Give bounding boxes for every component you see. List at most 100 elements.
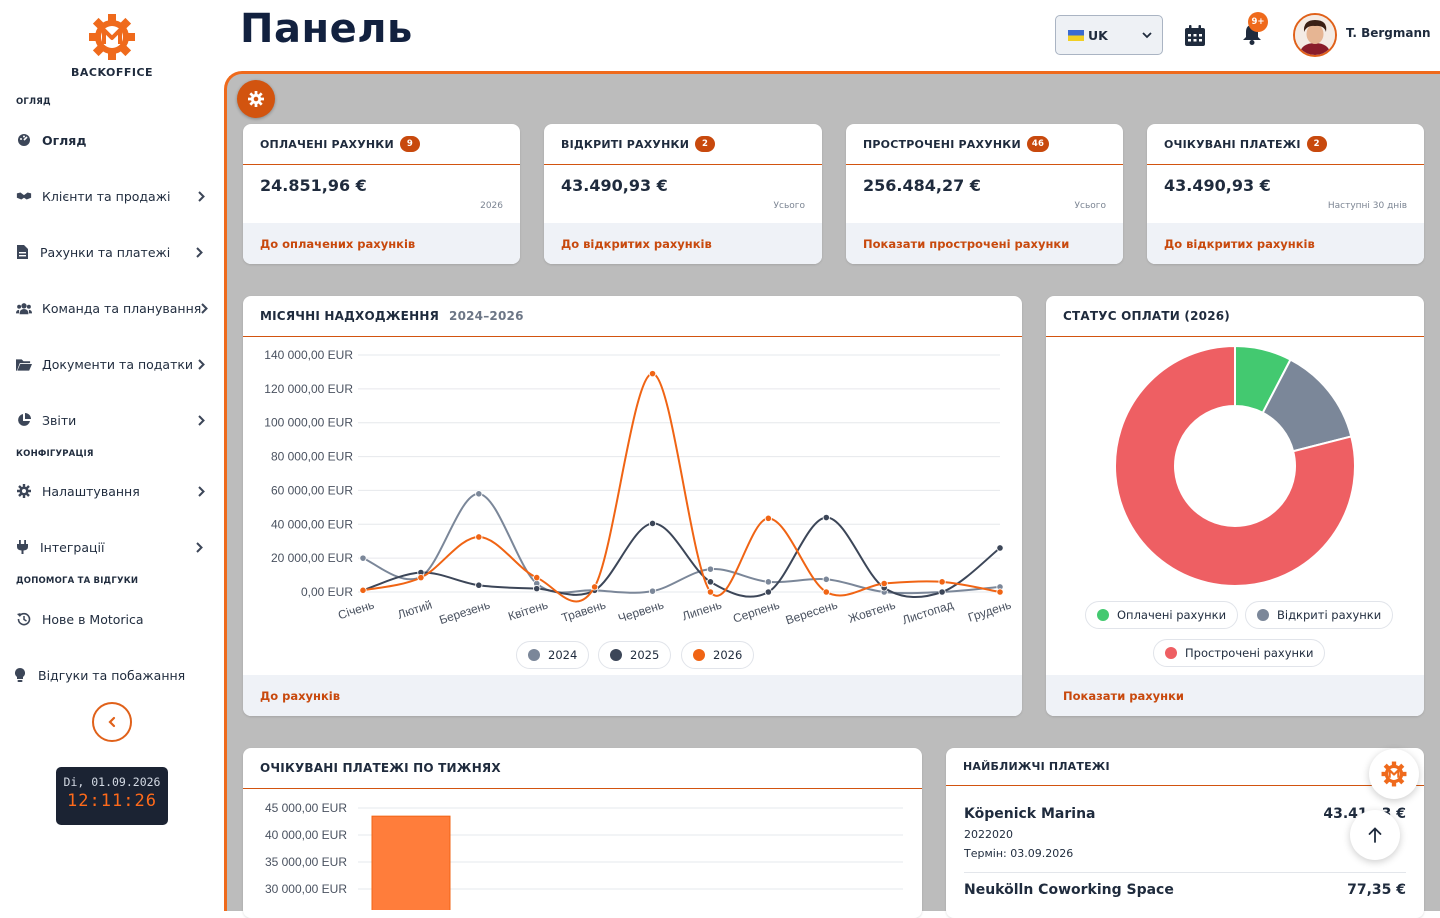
user-avatar-icon — [1295, 15, 1335, 55]
legend-dot — [1097, 609, 1109, 621]
data-point — [880, 579, 888, 588]
x-tick-label: Квітень — [506, 598, 549, 624]
x-tick-label: Червень — [616, 598, 665, 626]
data-point — [822, 588, 830, 596]
stat-subtitle: Наступні 30 днів — [1327, 201, 1407, 211]
chart-title: СТАТУС ОПЛАТИ (2026) — [1063, 309, 1230, 323]
app-widget-button[interactable] — [1369, 749, 1419, 799]
chevron-right-icon — [201, 301, 209, 315]
payment-name: Neukölln Coworking Space — [964, 882, 1174, 898]
history-icon — [16, 611, 32, 627]
chevron-right-icon — [194, 540, 204, 554]
show-invoices-link[interactable]: Показати рахунки — [1046, 675, 1424, 716]
notification-badge: 9+ — [1248, 12, 1268, 32]
data-point — [706, 588, 715, 596]
sidebar-item-feedback[interactable]: Відгуки та побажання — [12, 662, 202, 688]
team-icon — [16, 300, 32, 316]
legend-dot — [528, 649, 540, 661]
scroll-to-top-button[interactable] — [1350, 810, 1400, 860]
legend-open[interactable]: Відкриті рахунки — [1245, 601, 1394, 629]
bar-chart: 45 000,00 EUR 40 000,00 EUR 35 000,00 EUR 3… — [265, 801, 903, 910]
chart-card-header: СТАТУС ОПЛАТИ (2026) — [1046, 296, 1424, 337]
legend-2024[interactable]: 2024 — [516, 641, 590, 669]
folder-icon — [16, 356, 32, 372]
data-point — [938, 578, 946, 586]
chevron-right-icon — [196, 189, 206, 203]
legend-paid[interactable]: Оплачені рахунки — [1085, 601, 1239, 629]
clock-time: 12:11:26 — [67, 791, 157, 811]
sidebar-item-documents[interactable]: Документи та податки — [16, 351, 206, 377]
data-point — [822, 513, 830, 522]
chevron-down-icon — [1142, 32, 1152, 39]
sidebar-item-label: Звіти — [42, 412, 77, 428]
legend-label: 2025 — [630, 648, 660, 662]
app-logo-icon — [1381, 761, 1407, 787]
sidebar-item-team[interactable]: Команда та планування — [16, 295, 209, 321]
pie-icon — [16, 412, 32, 428]
stat-link[interactable]: До оплачених рахунків — [243, 223, 520, 264]
payment-item[interactable]: Köpenick Marina 43.41…3 € 2022020 Термін… — [964, 806, 1406, 860]
sidebar-item-invoices[interactable]: Рахунки та платежі — [14, 239, 204, 265]
section-overview-label: ОГЛЯД — [16, 97, 51, 107]
user-name[interactable]: T. Bergmann — [1346, 26, 1431, 40]
sidebar-item-clients[interactable]: Клієнти та продажі — [16, 183, 206, 209]
data-point — [533, 585, 541, 593]
y-tick-label: 30 000,00 EUR — [265, 882, 347, 896]
x-tick-label: Січень — [336, 598, 376, 623]
gear-icon — [248, 91, 264, 107]
data-point — [996, 544, 1004, 552]
count-badge: 46 — [1026, 136, 1050, 152]
sidebar-item-integrations[interactable]: Інтеграції — [14, 534, 204, 560]
y-tick-label: 100 000,00 EUR — [264, 416, 353, 430]
payment-status-card: СТАТУС ОПЛАТИ (2026) Оплачені рахунки Ві… — [1046, 296, 1424, 716]
data-point — [417, 574, 425, 582]
legend-label: Відкриті рахунки — [1277, 608, 1382, 622]
invoices-link[interactable]: До рахунків — [243, 675, 1022, 716]
app-logo-icon[interactable] — [88, 13, 136, 61]
data-point — [764, 588, 772, 596]
series-line-2024 — [362, 492, 1001, 595]
lightbulb-icon — [12, 667, 28, 683]
chevron-right-icon — [194, 245, 204, 259]
stat-amount: 256.484,27 € — [863, 176, 981, 195]
sidebar-item-label: Відгуки та побажання — [38, 667, 186, 683]
legend-dot — [1165, 647, 1177, 659]
upcoming-title: НАЙБЛИЖЧІ ПЛАТЕЖІ — [963, 760, 1110, 773]
weekly-payments-card: ОЧІКУВАНІ ПЛАТЕЖІ ПО ТИЖНЯХ 45 000,00 EU… — [243, 748, 922, 918]
divider — [964, 872, 1406, 873]
payment-amount: 77,35 € — [1347, 882, 1406, 898]
calendar-icon[interactable] — [1185, 25, 1205, 46]
y-tick-label: 20 000,00 EUR — [271, 551, 353, 565]
sidebar-item-reports[interactable]: Звіти — [16, 407, 206, 433]
sidebar-item-settings[interactable]: Налаштування — [16, 478, 206, 504]
data-point — [648, 519, 657, 528]
sidebar-item-overview[interactable]: Огляд — [16, 127, 206, 153]
count-badge: 2 — [1306, 136, 1327, 152]
stat-link[interactable]: До відкритих рахунків — [544, 223, 822, 264]
payment-name: Köpenick Marina — [964, 806, 1096, 822]
sidebar-item-whats-new[interactable]: Нове в Motorica — [16, 606, 206, 632]
legend-2026[interactable]: 2026 — [681, 641, 755, 669]
x-tick-label: Вересень — [784, 598, 839, 628]
chart-card-header: НАЙБЛИЖЧІ ПЛАТЕЖІ — [946, 748, 1424, 786]
chevron-left-icon — [108, 716, 116, 728]
x-tick-label: Липень — [680, 598, 723, 624]
data-point — [822, 575, 830, 583]
stat-link[interactable]: До відкритих рахунків — [1147, 223, 1424, 264]
stat-card-header: ВІДКРИТІ РАХУНКИ 2 — [544, 124, 822, 165]
language-select[interactable]: UK — [1055, 15, 1163, 55]
data-point — [648, 370, 657, 378]
collapse-sidebar-button[interactable] — [92, 702, 132, 742]
legend-overdue[interactable]: Прострочені рахунки — [1153, 639, 1326, 667]
stat-card-title: ОПЛАЧЕНІ РАХУНКИ — [260, 137, 394, 151]
payment-item[interactable]: Neukölln Coworking Space 77,35 € — [964, 882, 1406, 898]
legend-2025[interactable]: 2025 — [598, 641, 672, 669]
handshake-icon — [16, 188, 32, 204]
stat-link[interactable]: Показати прострочені рахунки — [846, 223, 1123, 264]
clock-widget: Di, 01.09.2026 12:11:26 — [56, 767, 168, 825]
monthly-revenue-card: МІСЯЧНІ НАДХОДЖЕННЯ 2024–2026 0,00 EUR 20 … — [243, 296, 1022, 716]
avatar[interactable] — [1293, 13, 1337, 57]
data-point — [764, 578, 772, 586]
dashboard-settings-button[interactable] — [237, 80, 275, 118]
sidebar-item-label: Інтеграції — [40, 539, 105, 555]
